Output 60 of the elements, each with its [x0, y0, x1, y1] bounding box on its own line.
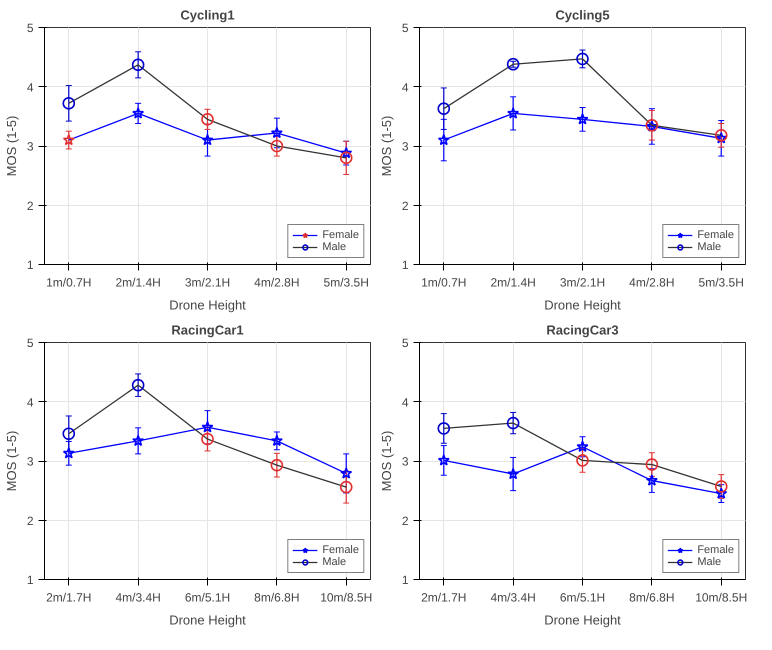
- y-tick-label: 2: [402, 514, 409, 528]
- x-tick-label: 2m/1.7H: [421, 590, 466, 604]
- y-tick-label: 5: [402, 21, 409, 35]
- x-tick-label: 2m/1.4H: [115, 276, 161, 290]
- y-tick-label: 4: [26, 80, 34, 94]
- y-tick-label: 3: [26, 140, 34, 154]
- legend-label: Male: [322, 556, 346, 568]
- x-tick-label: 2m/1.4H: [490, 276, 536, 290]
- y-tick-label: 3: [26, 454, 34, 468]
- chart-title: Cycling1: [180, 8, 235, 22]
- x-tick-label: 10m/8.5H: [320, 590, 372, 604]
- chart-title: RacingCar1: [171, 322, 244, 338]
- legend-label: Male: [322, 241, 346, 253]
- x-tick-label: 6m/5.1H: [560, 590, 606, 604]
- x-axis-title: Drone Height: [169, 298, 246, 312]
- y-tick-label: 4: [402, 80, 409, 94]
- y-tick-label: 1: [402, 573, 409, 587]
- x-tick-label: 8m/6.8H: [629, 590, 675, 604]
- y-axis-title: MOS (1-5): [378, 430, 394, 492]
- x-axis-title: Drone Height: [544, 298, 622, 312]
- y-tick-label: 4: [402, 395, 409, 410]
- chart-title: RacingCar3: [546, 322, 619, 338]
- y-tick-label: 5: [402, 336, 409, 350]
- y-tick-label: 5: [26, 336, 34, 350]
- legend-label: Male: [697, 241, 722, 253]
- y-tick-label: 2: [26, 514, 34, 528]
- y-tick-label: 5: [26, 21, 34, 35]
- legend-label: Female: [697, 544, 734, 556]
- x-tick-label: 3m/2.1H: [560, 276, 606, 290]
- y-tick-label: 2: [26, 198, 34, 213]
- y-axis-title: MOS (1-5): [4, 430, 19, 492]
- y-axis-title: MOS (1-5): [4, 116, 19, 176]
- legend-label: Female: [697, 229, 734, 241]
- y-tick-label: 3: [402, 454, 409, 468]
- x-axis-title: Drone Height: [169, 612, 246, 628]
- y-tick-label: 1: [26, 573, 34, 587]
- x-tick-label: 3m/2.1H: [184, 276, 230, 290]
- x-tick-label: 10m/8.5H: [695, 590, 748, 604]
- legend-label: Female: [322, 229, 359, 241]
- x-tick-label: 8m/6.8H: [254, 590, 300, 604]
- x-tick-label: 4m/2.8H: [254, 276, 300, 290]
- legend-label: Male: [697, 556, 722, 568]
- x-axis-title: Drone Height: [544, 612, 622, 628]
- x-tick-label: 1m/0.7H: [46, 276, 92, 290]
- y-tick-label: 1: [26, 258, 34, 272]
- x-tick-label: 1m/0.7H: [421, 276, 466, 290]
- y-tick-label: 4: [26, 395, 34, 410]
- legend-label: Female: [322, 544, 359, 556]
- y-tick-label: 2: [402, 198, 409, 213]
- x-tick-label: 6m/5.1H: [184, 590, 230, 604]
- x-tick-label: 4m/3.4H: [490, 590, 536, 604]
- x-tick-label: 5m/3.5H: [698, 276, 744, 290]
- x-tick-label: 5m/3.5H: [324, 276, 369, 290]
- x-tick-label: 4m/3.4H: [115, 590, 161, 604]
- chart-title: Cycling5: [555, 8, 610, 22]
- y-tick-label: 1: [402, 258, 409, 272]
- y-axis-title: MOS (1-5): [378, 116, 394, 176]
- x-tick-label: 2m/1.7H: [46, 590, 92, 604]
- x-tick-label: 4m/2.8H: [629, 276, 675, 290]
- y-tick-label: 3: [402, 140, 409, 154]
